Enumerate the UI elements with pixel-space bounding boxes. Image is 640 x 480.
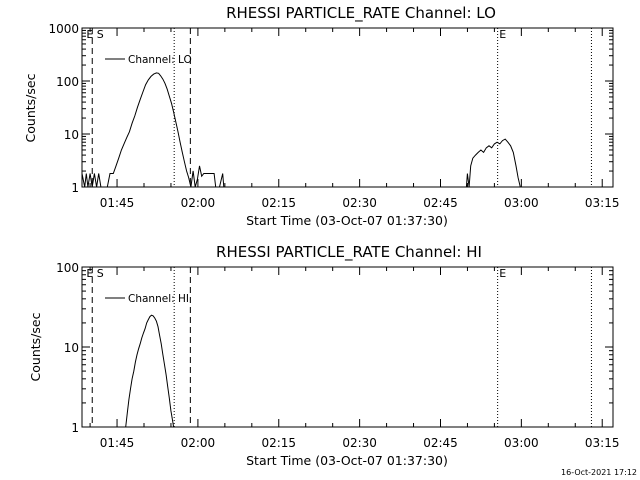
y-ticks-lo: 1 10 100 1000 bbox=[48, 22, 613, 195]
marker-label-hi-0: E S bbox=[86, 267, 103, 280]
x-tick-label-hi-1: 02:00 bbox=[181, 436, 216, 450]
generation-timestamp: 16-Oct-2021 17:12 bbox=[561, 468, 637, 477]
x-tick-label-lo-6: 03:15 bbox=[585, 196, 620, 210]
y-tick-label-hi-1: 10 bbox=[64, 341, 79, 355]
x-axis-label-hi: Start Time (03-Oct-07 01:37:30) bbox=[246, 453, 448, 468]
x-tick-label-hi-3: 02:30 bbox=[342, 436, 377, 450]
event-markers-lo bbox=[91, 28, 592, 187]
x-tick-label-lo-1: 02:00 bbox=[181, 196, 216, 210]
y-tick-label-lo-2: 100 bbox=[56, 75, 79, 89]
x-tick-label-hi-0: 01:45 bbox=[100, 436, 135, 450]
marker-label-lo-1: E bbox=[499, 28, 506, 41]
x-tick-label-lo-5: 03:00 bbox=[504, 196, 539, 210]
y-tick-label-hi-0: 1 bbox=[71, 421, 79, 435]
y-tick-label-lo-0: 1 bbox=[71, 181, 79, 195]
plot-frame-lo bbox=[81, 27, 614, 188]
y-tick-label-lo-3: 1000 bbox=[48, 22, 79, 36]
legend-label-hi: Channel: HI bbox=[128, 293, 189, 305]
y-ticks-hi: 1 10 100 bbox=[56, 261, 613, 435]
x-ticks-lo: 01:45 02:00 02:15 02:30 02:45 03:00 03:15 bbox=[89, 28, 620, 210]
event-markers-hi bbox=[91, 267, 592, 427]
x-tick-label-hi-6: 03:15 bbox=[585, 436, 620, 450]
x-tick-label-hi-2: 02:15 bbox=[261, 436, 296, 450]
panel-hi: RHESSI PARTICLE_RATE Channel: HI 110100 … bbox=[28, 243, 620, 468]
chart-title-hi: RHESSI PARTICLE_RATE Channel: HI bbox=[216, 243, 482, 262]
x-ticks-hi: 01:45 02:00 02:15 02:30 02:45 03:00 03:15 bbox=[89, 267, 620, 450]
x-tick-label-lo-3: 02:30 bbox=[342, 196, 377, 210]
x-tick-label-hi-5: 03:00 bbox=[504, 436, 539, 450]
series-line-hi bbox=[125, 314, 175, 428]
x-tick-label-lo-0: 01:45 bbox=[100, 196, 135, 210]
marker-label-lo-0: E S bbox=[86, 28, 103, 41]
y-tick-label-hi-2: 100 bbox=[56, 261, 79, 275]
panel-lo: RHESSI PARTICLE_RATE Channel: LO 1101001… bbox=[23, 4, 620, 228]
x-tick-label-hi-4: 02:45 bbox=[423, 436, 458, 450]
x-axis-label-lo: Start Time (03-Oct-07 01:37:30) bbox=[246, 213, 448, 228]
series-line-lo bbox=[81, 72, 613, 188]
legend-label-lo: Channel: LO bbox=[128, 54, 192, 66]
chart-title-lo: RHESSI PARTICLE_RATE Channel: LO bbox=[226, 4, 496, 23]
y-tick-label-lo-1: 10 bbox=[64, 128, 79, 142]
x-tick-label-lo-4: 02:45 bbox=[423, 196, 458, 210]
y-axis-label-hi: Counts/sec bbox=[28, 312, 43, 381]
marker-label-hi-1: E bbox=[499, 267, 506, 280]
y-axis-label-lo: Counts/sec bbox=[23, 73, 38, 142]
x-tick-label-lo-2: 02:15 bbox=[261, 196, 296, 210]
